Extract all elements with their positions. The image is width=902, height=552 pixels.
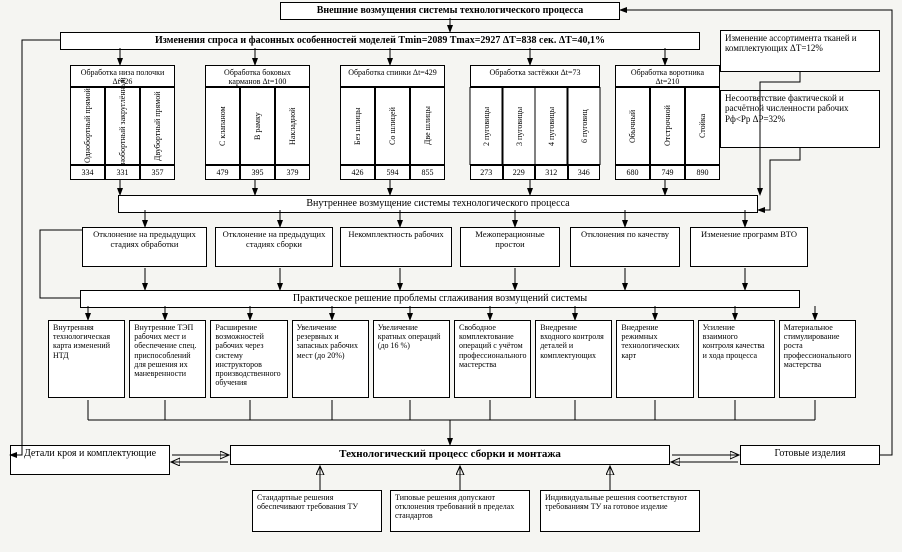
bottom-left: Детали кроя и комплектующие [10, 445, 170, 475]
bottom-sub-box: Индивидуальные решения соответствуют тре… [540, 490, 700, 532]
group-col-value: 426 [340, 165, 375, 180]
group-title: Обработка спинки Δt=429 [340, 65, 445, 87]
solution-box: Материальное стимулирование роста профес… [779, 320, 856, 398]
group-col-value: 334 [70, 165, 105, 180]
middle-box: Некомплектность рабочих [340, 227, 452, 267]
group-col-value: 379 [275, 165, 310, 180]
group-col-label: Две шлицы [410, 87, 445, 165]
solution-box: Увеличение кратных операций (до 16 %) [373, 320, 450, 398]
middle-box: Отклонения по качеству [570, 227, 680, 267]
right-box-2: Несоответствие фактической и расчётной ч… [720, 90, 880, 148]
bottom-sub-box: Стандартные решения обеспечивают требова… [252, 490, 382, 532]
group-col-value: 229 [503, 165, 536, 180]
group-col-label: 2 пуговицы [470, 87, 503, 165]
group-col-label: 4 пуговицы [535, 87, 568, 165]
right-box-1: Изменение ассортимента тканей и комплект… [720, 30, 880, 72]
group-col-label: В рамку [240, 87, 275, 165]
group-col-value: 395 [240, 165, 275, 180]
solution-box: Свободное комплектование операций с учёт… [454, 320, 531, 398]
middle-box: Межоперационные простои [460, 227, 560, 267]
internal-disturbance-title: Внутреннее возмущение системы технологич… [118, 195, 758, 213]
group-col-value: 890 [685, 165, 720, 180]
demand-bar: Изменения спроса и фасонных особенностей… [60, 32, 700, 50]
bottom-right: Готовые изделия [740, 445, 880, 465]
group-col-value: 312 [535, 165, 568, 180]
group-title: Обработка воротника Δt=210 [615, 65, 720, 87]
group-col-value: 357 [140, 165, 175, 180]
bottom-sub-box: Типовые решения допускают отклонения тре… [390, 490, 530, 532]
solution-box: Внутренние ТЭП рабочих мест и обеспечени… [129, 320, 206, 398]
group-col-label: Двубортный прямой [140, 87, 175, 165]
group-col-label: 6 пуговиц [568, 87, 601, 165]
group-col-label: Со шлицей [375, 87, 410, 165]
group-title: Обработка застёжки Δt=73 [470, 65, 600, 87]
group-col-label: Накладной [275, 87, 310, 165]
middle-box: Отклонение на предыдущих стадиях обработ… [82, 227, 207, 267]
bottom-mid: Технологический процесс сборки и монтажа [230, 445, 670, 465]
group-col-label: Однобортный прямой [70, 87, 105, 165]
top-title: Внешние возмущения системы технологическ… [280, 2, 620, 20]
group-col-value: 594 [375, 165, 410, 180]
group-col-label: Отстрочной [650, 87, 685, 165]
group-col-label: 3 пуговицы [503, 87, 536, 165]
solution-box: Внутренняя технологическая карта изменен… [48, 320, 125, 398]
solution-box: Увеличение резервных и запасных рабочих … [292, 320, 369, 398]
group-col-value: 680 [615, 165, 650, 180]
group-col-label: Стойка [685, 87, 720, 165]
solution-box: Усиление взаимного контроля качества и х… [698, 320, 775, 398]
group-col-label: Обычный [615, 87, 650, 165]
group-col-label: Без шлицы [340, 87, 375, 165]
group-col-value: 855 [410, 165, 445, 180]
solution-box: Внедрение режимных технологических карт [616, 320, 693, 398]
middle-box: Изменение программ ВТО [690, 227, 808, 267]
solution-box: Внедрение входного контроля деталей и ко… [535, 320, 612, 398]
group-col-label: С клапаном [205, 87, 240, 165]
group-col-label: Однобортный закруглённый [105, 87, 140, 165]
group-col-value: 331 [105, 165, 140, 180]
solutions-title: Практическое решение проблемы сглаживани… [80, 290, 800, 308]
middle-box: Отклонение на предыдущих стадиях сборки [215, 227, 333, 267]
group-col-value: 273 [470, 165, 503, 180]
group-col-value: 749 [650, 165, 685, 180]
solution-box: Расширение возможностей рабочих через си… [210, 320, 287, 398]
group-col-value: 346 [568, 165, 601, 180]
group-col-value: 479 [205, 165, 240, 180]
group-title: Обработка боковых карманов Δt=100 [205, 65, 310, 87]
